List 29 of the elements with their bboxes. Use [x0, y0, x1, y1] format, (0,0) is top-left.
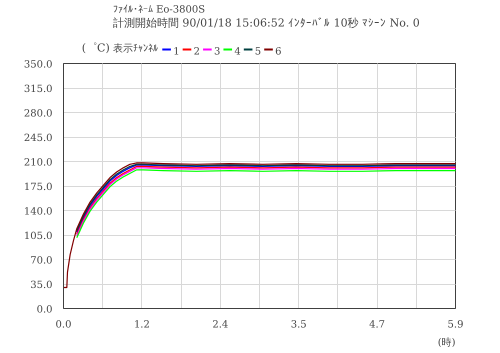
y-tick-label: 0.0	[36, 304, 53, 316]
legend-label: 3	[214, 46, 220, 58]
y-tick-label: 280.0	[24, 108, 53, 120]
x-tick-label: 4.7	[369, 320, 386, 330]
legend-label: 2	[194, 46, 200, 58]
y-tick-label: 245.0	[24, 133, 53, 144]
y-tick-label: 315.0	[24, 84, 53, 95]
legend-label: 4	[234, 46, 241, 58]
y-tick-label: 140.0	[24, 206, 53, 218]
y-tick-label: 70.0	[30, 256, 52, 266]
x-axis-title: (時)	[438, 336, 456, 348]
x-tick-label: 5.9	[448, 320, 464, 330]
legend-label: 1	[173, 46, 180, 58]
x-tick-label: 3.5	[290, 320, 307, 330]
legend-title: 表示ﾁｬﾝﾈﾙ	[112, 42, 158, 54]
y-tick-label: 175.0	[24, 182, 53, 193]
y-tick-label: 35.0	[30, 280, 52, 291]
line-series	[64, 162, 456, 288]
legend-label: 6	[275, 46, 282, 58]
x-tick-label: 2.4	[212, 320, 228, 330]
legend-label: 5	[254, 46, 262, 58]
x-tick-label: 0.0	[56, 320, 72, 330]
y-axis-title: (゜C)	[82, 42, 110, 54]
chart-title: ﾌｧｲﾙ･ﾈｰﾑ Eo-3800S	[112, 4, 206, 16]
y-tick-label: 350.0	[24, 60, 53, 70]
x-tick-label: 1.2	[134, 320, 150, 330]
y-tick-label: 105.0	[24, 231, 53, 242]
y-tick-label: 210.0	[24, 158, 53, 168]
chart-subtitle: 計測開始時間 90/01/18 15:06:52 ｲﾝﾀｰﾊﾞﾙ 10秒 ﾏｼｰﾝ No. 0	[112, 16, 420, 30]
